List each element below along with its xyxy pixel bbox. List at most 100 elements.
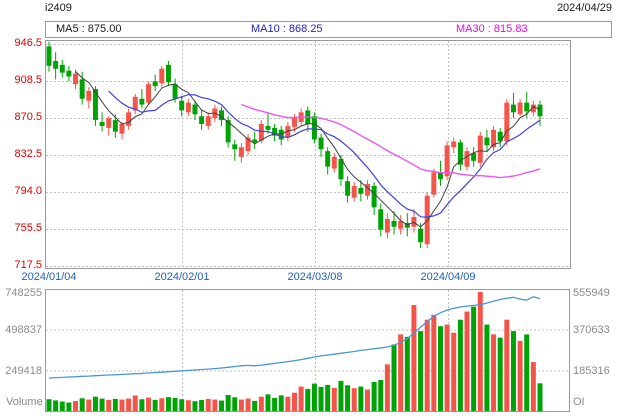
volume-bar (53, 400, 59, 411)
candle-body (398, 220, 404, 229)
volume-bar (192, 401, 198, 411)
candle-body (331, 156, 337, 169)
price-axis-label: 832.5 (14, 148, 42, 160)
volume-bar (305, 388, 311, 411)
date-axis-label: 2024/03/08 (287, 271, 343, 283)
volume-bar (185, 400, 191, 411)
volume-bar (504, 319, 510, 411)
volume-bar (497, 337, 503, 411)
oi-axis-label: 555949 (573, 287, 610, 299)
volume-bar (199, 399, 205, 411)
candle-body (510, 104, 516, 113)
volume-chart[interactable] (45, 289, 570, 412)
volume-bar (484, 324, 490, 411)
candle-body (199, 116, 205, 124)
volume-bar (292, 392, 297, 411)
ma-legend-box: MA5 : 875.00 MA10 : 868.25 MA30 : 815.83 (45, 21, 612, 38)
candle-body (524, 102, 530, 112)
volume-bar (99, 398, 105, 411)
volume-bar (318, 386, 324, 411)
candle-body (285, 125, 291, 138)
volume-bar (238, 399, 244, 411)
candle-body (59, 64, 65, 73)
volume-bar (212, 399, 218, 411)
candle-body (46, 46, 52, 66)
volume-bar (464, 311, 470, 411)
volume-bar (159, 398, 165, 411)
volume-bar (219, 400, 225, 411)
volume-bar (232, 397, 238, 411)
volume-bar (272, 397, 278, 411)
candle-body (497, 131, 503, 142)
candle-body (99, 122, 105, 126)
candle-body (252, 139, 258, 143)
candle-body (152, 81, 158, 87)
volume-bar (112, 398, 118, 411)
candle-body (358, 187, 364, 194)
volume-bar (179, 399, 185, 411)
volume-bar (491, 334, 497, 411)
candle-body (517, 102, 523, 115)
volume-bar (477, 291, 483, 411)
volume-axis-label: 748255 (5, 287, 42, 299)
volume-bar (378, 380, 384, 411)
ma30-legend: MA30 : 815.83 (456, 23, 528, 35)
volume-axis-label: 249418 (5, 365, 42, 377)
candle-body (351, 186, 357, 198)
volume-bar (205, 398, 211, 411)
candle-body (112, 120, 118, 132)
ma30-line (241, 103, 541, 179)
volume-bar (152, 399, 158, 411)
candle-body (418, 228, 424, 243)
candle-body (192, 104, 198, 115)
candle-body (371, 186, 377, 208)
ma5-line (75, 71, 541, 228)
volume-bar (146, 397, 152, 411)
oi-axis-label: 370633 (573, 324, 610, 336)
candle-body (53, 60, 59, 69)
candle-body (292, 117, 297, 127)
candle-body (219, 110, 225, 121)
volume-bar (444, 324, 450, 411)
candle-body (537, 104, 543, 117)
candle-body (225, 120, 231, 143)
volume-bar (338, 380, 344, 411)
candle-body (126, 112, 132, 126)
volume-bar (424, 319, 430, 411)
date-axis-label: 2024/01/04 (21, 271, 77, 283)
volume-bar (258, 396, 264, 411)
oi-title: OI (573, 396, 585, 408)
volume-bar (285, 396, 291, 411)
candle-body (139, 98, 145, 105)
price-chart[interactable] (45, 40, 571, 269)
candle-body (325, 151, 331, 167)
volume-bar (411, 305, 417, 411)
candle-body (444, 145, 450, 177)
volume-bar (46, 399, 52, 411)
volume-bar (311, 383, 317, 411)
volume-bar (278, 395, 284, 411)
candle-body (457, 142, 463, 165)
ma5-legend: MA5 : 875.00 (56, 23, 122, 35)
volume-bar (59, 401, 65, 411)
volume-bar (245, 398, 251, 411)
candle-body (73, 73, 79, 85)
candle-body (106, 118, 112, 128)
candle-body (238, 147, 244, 157)
candle-body (92, 89, 98, 121)
volume-bar (391, 344, 397, 411)
volume-bar (384, 364, 390, 411)
volume-bar (66, 402, 72, 411)
candle-body (132, 96, 138, 111)
volume-bar (73, 401, 79, 411)
candle-body (179, 100, 185, 111)
candle-body (318, 137, 324, 150)
volume-bar (437, 326, 443, 411)
candle-body (119, 123, 125, 134)
volume-title: Volume (6, 396, 43, 408)
volume-bar (431, 314, 437, 411)
price-chart-border (45, 40, 571, 269)
volume-bar (106, 399, 112, 411)
candle-body (245, 137, 251, 152)
